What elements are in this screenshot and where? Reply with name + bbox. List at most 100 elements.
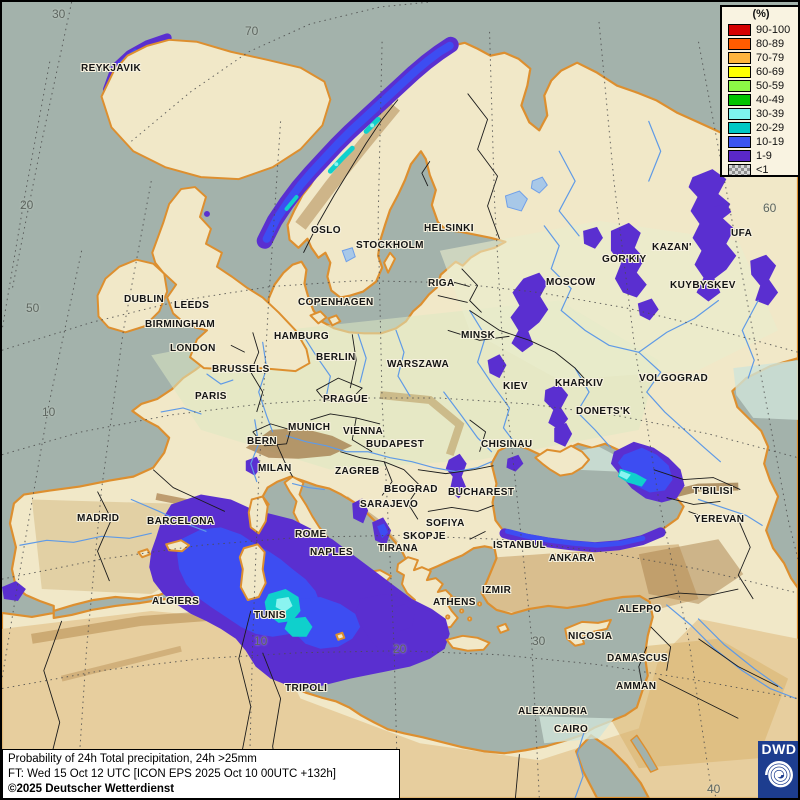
crimea — [534, 444, 591, 477]
city-label: SARAJEVO — [360, 499, 419, 510]
legend-label: 90-100 — [756, 24, 791, 36]
city-label: BEOGRAD — [384, 484, 438, 495]
legend-item: <1 — [728, 163, 798, 177]
great-britain — [151, 186, 311, 373]
legend-swatch — [728, 24, 751, 36]
city-label: PARIS — [195, 391, 227, 402]
legend-swatch — [728, 52, 751, 64]
graticule-label: 10 — [42, 405, 56, 419]
city-label: KAZAN' — [652, 242, 692, 253]
greece — [396, 556, 459, 630]
probability-legend: (%) 90-100 80-89 70-79 60-69 50-59 40-49 30-39… — [720, 5, 798, 177]
city-label: OSLO — [311, 225, 341, 236]
legend-label: 50-59 — [756, 80, 785, 92]
legend-swatch — [728, 94, 751, 106]
city-label: BUDAPEST — [366, 439, 425, 450]
city-label: ISTANBUL — [493, 540, 547, 551]
city-label: ALGIERS — [152, 596, 200, 607]
legend-item: 60-69 — [728, 65, 798, 79]
copyright: ©2025 Deutscher Wetterdienst — [8, 783, 175, 795]
dwd-logo-text: DWD — [761, 741, 797, 757]
city-label: NICOSIA — [568, 631, 613, 642]
city-label: LONDON — [170, 343, 216, 354]
graticule-label: 60 — [763, 201, 777, 215]
gulf-of-aqaba — [630, 734, 659, 773]
city-label: TRIPOLI — [285, 683, 328, 694]
city-label: COPENHAGEN — [298, 297, 374, 308]
city-label: TIRANA — [378, 543, 419, 554]
map-info-box: Probability of 24h Total precipitation, … — [2, 749, 400, 798]
legend-item: 80-89 — [728, 37, 798, 51]
sardinia — [238, 543, 267, 601]
borders — [43, 93, 779, 798]
rivers — [19, 120, 797, 798]
legend-swatch — [728, 150, 751, 162]
dwd-logo: DWD — [758, 741, 798, 798]
legend-item: 1-9 — [728, 149, 798, 163]
legend-title: (%) — [752, 8, 770, 20]
city-label: WARSZAWA — [387, 359, 450, 370]
city-label: MINSK — [461, 330, 496, 341]
legend-rows: 90-100 80-89 70-79 60-69 50-59 40-49 30-39 20-2… — [728, 23, 798, 177]
lakes — [341, 176, 548, 263]
city-label: DONETS'K — [576, 406, 631, 417]
city-label: MADRID — [77, 513, 120, 524]
legend-label: 30-39 — [756, 108, 785, 120]
graticule-label: 20 — [393, 642, 407, 656]
graticule-label: 30 — [532, 634, 546, 648]
legend-item: 20-29 — [728, 121, 798, 135]
city-label: BERN — [247, 436, 277, 447]
islands — [96, 38, 612, 652]
city-label: YEREVAN — [694, 514, 745, 525]
graticule-label: 20 — [20, 198, 34, 212]
city-label: ANKARA — [549, 553, 595, 564]
corsica — [247, 495, 269, 535]
city-label: ALEPPO — [618, 604, 662, 615]
city-label: STOCKHOLM — [356, 240, 424, 251]
city-label: RIGA — [428, 278, 455, 289]
legend-label: 80-89 — [756, 38, 785, 50]
legend-swatch — [728, 164, 751, 176]
city-label: SOFIYA — [426, 518, 465, 529]
city-label: BARCELONA — [147, 516, 215, 527]
legend-swatch — [728, 80, 751, 92]
legend-item: 40-49 — [728, 93, 798, 107]
legend-swatch — [728, 108, 751, 120]
city-label: LEEDS — [174, 300, 210, 311]
legend-label: <1 — [756, 164, 769, 176]
legend-item: 30-39 — [728, 107, 798, 121]
graticule-label: 10 — [254, 634, 268, 648]
city-label: BUCHAREST — [448, 487, 515, 498]
city-label: REYKJAVIK — [81, 63, 142, 74]
city-label: VOLGOGRAD — [639, 373, 709, 384]
city-label: ALEXANDRIA — [518, 706, 588, 717]
city-label: CHISINAU — [481, 439, 533, 450]
city-label: ATHENS — [433, 597, 476, 608]
city-label: KUYBYSKEV — [670, 280, 736, 291]
legend-swatch — [728, 38, 751, 50]
city-label: HAMBURG — [274, 331, 330, 342]
city-label: AMMAN — [616, 681, 657, 692]
city-label: TUNIS — [254, 610, 286, 621]
city-label: MUNICH — [288, 422, 331, 433]
city-label: SKOPJE — [403, 531, 446, 542]
legend-swatch — [728, 136, 751, 148]
product-title: Probability of 24h Total precipitation, … — [8, 753, 257, 765]
city-label: KIEV — [503, 381, 528, 392]
city-label: BRUSSELS — [212, 364, 270, 375]
city-label: ZAGREB — [335, 466, 380, 477]
city-label: UFA — [731, 228, 753, 239]
legend-swatch — [728, 66, 751, 78]
legend-item: 70-79 — [728, 51, 798, 65]
city-label: KHARKIV — [555, 378, 604, 389]
city-label: PRAGUE — [323, 394, 369, 405]
city-label: BIRMINGHAM — [145, 319, 216, 330]
crete — [445, 634, 491, 652]
city-label: T'BILISI — [693, 486, 734, 497]
legend-item: 10-19 — [728, 135, 798, 149]
legend-item: 90-100 — [728, 23, 798, 37]
city-label: BERLIN — [316, 352, 356, 363]
legend-label: 20-29 — [756, 122, 785, 134]
graticule-label: 50 — [26, 301, 40, 315]
